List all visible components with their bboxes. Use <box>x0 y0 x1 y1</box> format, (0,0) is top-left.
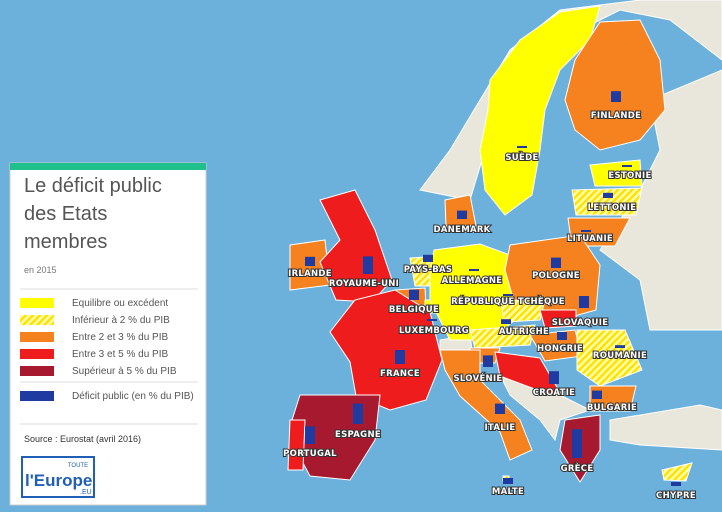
country-label: RÉPUBLIQUE TCHÈQUE <box>451 295 565 307</box>
country <box>329 289 443 411</box>
country-label: LUXEMBOURG <box>399 326 469 336</box>
country <box>564 19 666 151</box>
country-label: ESPAGNE <box>335 430 381 440</box>
deficit-bar <box>671 482 681 486</box>
legend-swatch <box>20 315 54 325</box>
deficit-bar <box>611 91 621 102</box>
deficit-bar <box>615 345 625 348</box>
deficit-bar <box>549 371 559 384</box>
deficit-bar <box>395 350 405 364</box>
country-label: SLOVÉNIE <box>453 372 502 384</box>
legend-title: Le déficit public <box>24 175 162 197</box>
deficit-bar <box>457 210 467 219</box>
country <box>576 329 643 387</box>
deficit-bar <box>305 426 315 444</box>
logo: TOUTE l'Europe .EU <box>21 456 95 498</box>
country <box>444 194 477 227</box>
country-label: FRANCE <box>380 369 420 379</box>
legend-swatch <box>20 349 54 359</box>
deficit-bar <box>469 269 479 271</box>
country-label: PORTUGAL <box>283 449 337 459</box>
country <box>479 5 601 216</box>
legend-swatch <box>20 391 54 401</box>
deficit-bar <box>592 390 602 399</box>
country <box>494 351 564 397</box>
legend-title: des Etats <box>24 203 107 225</box>
legend-label: Entre 2 et 3 % du PIB <box>72 332 168 343</box>
deficit-bar <box>353 403 363 424</box>
logo-suffix: .EU <box>80 489 92 496</box>
deficit-bar <box>572 429 582 458</box>
legend-subtitle: en 2015 <box>24 265 57 275</box>
country <box>539 309 577 329</box>
country-label: AUTRICHE <box>499 327 549 337</box>
deficit-bar <box>503 478 513 484</box>
deficit-bar <box>501 319 511 324</box>
country-label: LITUANIE <box>567 234 613 244</box>
deficit-bar <box>551 257 561 268</box>
country-label: SUÈDE <box>505 151 538 163</box>
deficit-bar <box>603 192 613 198</box>
country-label: SLOVAQUIE <box>552 318 609 328</box>
legend-label: Supérieur à 5 % du PIB <box>72 366 177 377</box>
source: Source : Eurostat (avril 2016) <box>24 434 141 444</box>
country-label: HONGRIE <box>537 344 583 354</box>
legend-swatch <box>20 366 54 376</box>
deficit-bar <box>305 256 315 266</box>
deficit-bar <box>363 256 373 274</box>
legend-swatch <box>20 332 54 342</box>
country-label: IRLANDE <box>288 269 332 279</box>
deficit-bar <box>409 289 419 300</box>
legend-label: Entre 3 et 5 % du PIB <box>72 349 168 360</box>
country-label: PAYS-BAS <box>404 265 453 275</box>
country-label: ROYAUME-UNI <box>329 279 399 289</box>
country-label: ALLEMAGNE <box>442 276 503 286</box>
country-label: ROUMANIE <box>593 351 647 361</box>
country-label: CROATIE <box>533 388 576 398</box>
country-label: BELGIQUE <box>389 305 439 315</box>
country-label: DANEMARK <box>433 225 490 235</box>
country-label: LETTONIE <box>588 203 637 213</box>
country-label: FINLANDE <box>591 111 641 121</box>
legend-label: Equilibre ou excédent <box>72 298 168 309</box>
deficit-bar <box>517 146 527 148</box>
legend-label: Inférieur à 2 % du PIB <box>72 315 170 326</box>
legend-label: Déficit public (en % du PIB) <box>72 391 194 402</box>
deficit-bar <box>423 254 433 262</box>
non-eu-land <box>419 0 722 451</box>
country-label: ITALIE <box>484 423 515 433</box>
country-label: BULGARIE <box>587 403 637 413</box>
deficit-bar <box>579 296 589 308</box>
deficit-bar <box>483 355 493 367</box>
logo-main: l'Europe <box>25 471 92 490</box>
country-label: CHYPRE <box>656 491 696 501</box>
legend-panel: Le déficit public des Etats membres en 2… <box>9 162 207 506</box>
country <box>287 419 306 471</box>
country <box>661 462 693 482</box>
legend-title: membres <box>24 231 107 253</box>
country <box>571 187 643 216</box>
country-label: ESTONIE <box>608 171 651 181</box>
country <box>469 324 536 349</box>
legend-swatch <box>20 298 54 308</box>
deficit-bar <box>557 332 567 340</box>
deficit-bar <box>503 294 513 296</box>
country-label: MALTE <box>492 487 524 497</box>
deficit-bar <box>622 165 632 167</box>
country <box>499 299 546 323</box>
deficit-bar <box>495 403 505 414</box>
country <box>504 234 601 321</box>
deficit-bar <box>581 230 591 232</box>
logo-top: TOUTE <box>68 463 88 469</box>
deficit-bar <box>427 319 437 321</box>
country-label: POLOGNE <box>532 271 580 281</box>
country-label: GRÈCE <box>561 462 594 474</box>
country <box>439 349 533 461</box>
